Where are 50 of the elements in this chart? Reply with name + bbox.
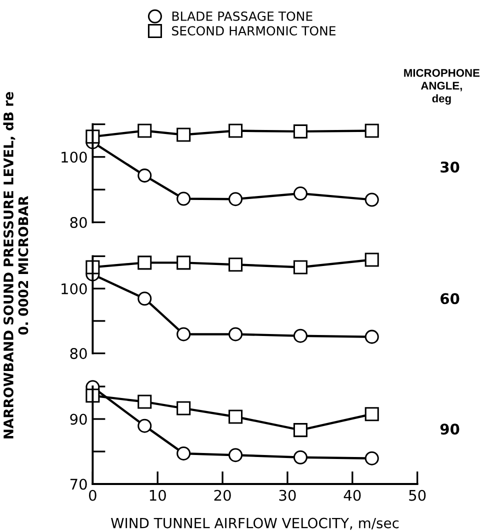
- point: [138, 256, 152, 270]
- point: [228, 327, 243, 342]
- point: [364, 192, 379, 207]
- point: [293, 328, 308, 343]
- point: [293, 450, 308, 464]
- point: [138, 292, 152, 306]
- point: [138, 124, 152, 138]
- point: [364, 330, 379, 344]
- legend-label: SECOND HARMONIC TONE: [172, 26, 336, 36]
- y-tick-label: 70: [70, 478, 87, 490]
- point: [293, 423, 308, 438]
- point: [293, 186, 308, 201]
- text: MICROPHONE ANGLE, deg: [404, 68, 480, 105]
- point: [293, 260, 308, 274]
- point: [364, 451, 379, 466]
- text: 60: [440, 293, 460, 304]
- point: [228, 410, 243, 424]
- point: [293, 124, 308, 138]
- point: [228, 124, 243, 138]
- y-tick-label: 100: [62, 283, 87, 294]
- y-tick-label: 80: [70, 348, 87, 360]
- text: 30: [440, 162, 460, 173]
- point: [138, 168, 152, 183]
- point: [138, 394, 152, 409]
- point: [228, 192, 243, 206]
- x-tick-label: 20: [214, 490, 231, 501]
- point: [364, 407, 379, 422]
- point: [176, 128, 191, 142]
- point: [138, 418, 152, 433]
- point: [228, 258, 243, 272]
- x-axis-title: WIND TUNNEL AIRFLOW VELOCITY, m/sec: [111, 518, 399, 530]
- point: [176, 256, 191, 270]
- text: 90: [440, 424, 460, 435]
- x-tick-label: 40: [344, 490, 361, 501]
- y-axis-title: NARROWBAND SOUND PRESSURE LEVEL, dB re 0. 0002 MICROBAR: [3, 92, 28, 438]
- point: [228, 448, 243, 462]
- point: [176, 327, 191, 342]
- point: [364, 252, 379, 267]
- y-tick-label: 80: [70, 216, 87, 228]
- x-tick-label: 10: [150, 490, 166, 501]
- point: [176, 446, 191, 460]
- point: [364, 124, 379, 138]
- y-tick-label: 100: [62, 152, 87, 163]
- y-tick-label: 90: [70, 414, 87, 425]
- legend-label: BLADE PASSAGE TONE: [172, 11, 312, 21]
- x-tick-label: 50: [409, 490, 426, 501]
- point: [176, 401, 191, 416]
- x-tick-label: 30: [279, 490, 296, 501]
- point: [176, 192, 191, 206]
- x-tick-label: 0: [89, 490, 96, 501]
